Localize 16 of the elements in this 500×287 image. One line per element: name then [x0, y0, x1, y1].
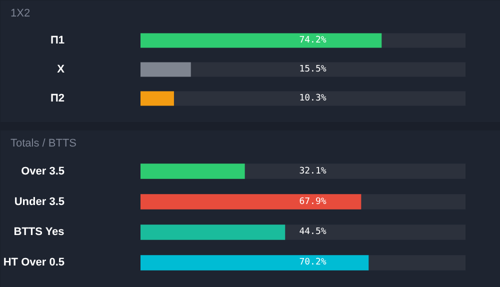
data-label: 67.9% [299, 196, 327, 207]
y-tick-label: HT Over 0.5 [3, 256, 64, 269]
y-tick-label: Over 3.5 [21, 165, 64, 178]
data-label: 10.3% [299, 94, 327, 104]
text: Totals / BTTS [10, 138, 77, 150]
y-tick-label: П2 [50, 92, 65, 105]
data-label: 32.1% [299, 166, 327, 176]
y-tick-label: X [57, 64, 66, 76]
y-tick-label: Under 3.5 [14, 196, 65, 208]
data-label: 15.5% [299, 64, 327, 74]
data-label: 74.2% [299, 35, 327, 46]
data-label: 70.2% [299, 258, 327, 268]
data-label: 44.5% [299, 227, 327, 238]
text: 1X2 [10, 8, 30, 20]
y-tick-label: BTTS Yes [14, 226, 64, 238]
y-tick-label: П1 [50, 34, 65, 46]
